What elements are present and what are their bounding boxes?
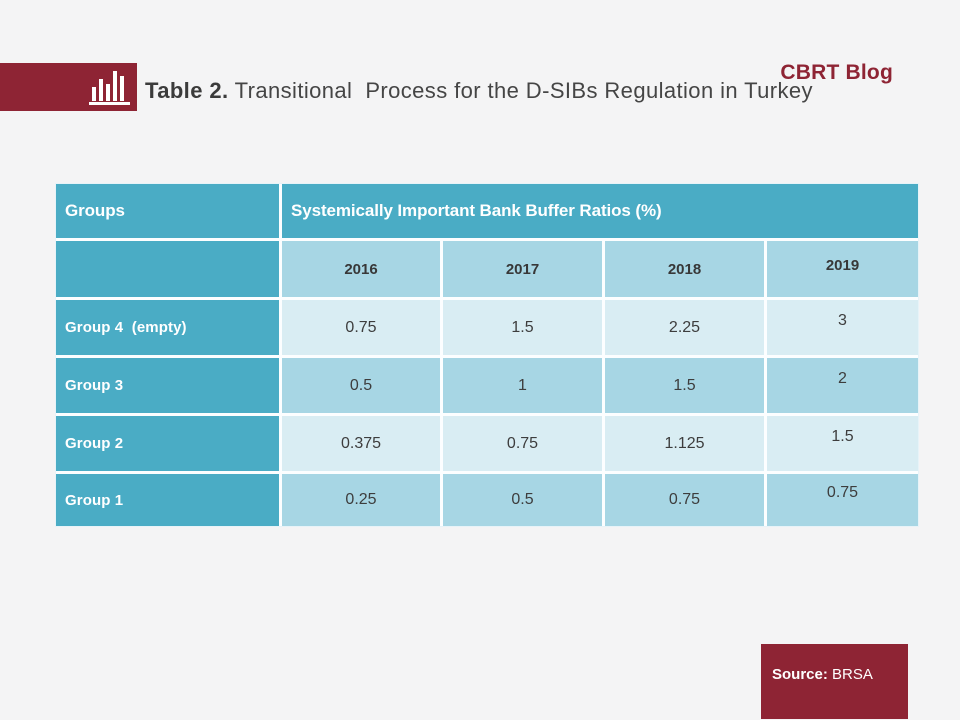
dsib-buffer-table: Groups Systemically Important Bank Buffe… [55, 183, 919, 527]
source-label: Source: [772, 666, 828, 683]
source-box: Source: BRSA [761, 644, 908, 719]
value-cell: 0.75 [282, 300, 440, 355]
year-header-2018: 2018 [605, 241, 764, 297]
year-header-2019: 2019 [767, 241, 918, 297]
empty-corner-cell [56, 241, 279, 297]
value-cell: 3 [767, 300, 918, 355]
value-cell: 1.5 [443, 300, 602, 355]
bar-chart-icon [89, 71, 130, 105]
row-label-group-2: Group 2 [56, 416, 279, 471]
value-cell: 0.375 [282, 416, 440, 471]
row-label-group-4: Group 4 (empty) [56, 300, 279, 355]
page-title: Table 2. Transitional Process for the D-… [145, 77, 813, 105]
value-cell: 2.25 [605, 300, 764, 355]
value-cell: 0.5 [443, 474, 602, 526]
value-cell: 0.25 [282, 474, 440, 526]
value-cell: 0.75 [605, 474, 764, 526]
table-header-groups: Groups [56, 184, 279, 238]
year-header-2016: 2016 [282, 241, 440, 297]
value-cell: 1 [443, 358, 602, 413]
row-label-group-1: Group 1 [56, 474, 279, 526]
source-value: BRSA [827, 666, 873, 683]
value-cell: 0.5 [282, 358, 440, 413]
blog-label: CBRT Blog [780, 61, 893, 84]
row-label-group-3: Group 3 [56, 358, 279, 413]
table-header-ratios: Systemically Important Bank Buffer Ratio… [282, 184, 918, 238]
table-number-label: Table 2. [145, 78, 229, 103]
value-cell: 1.5 [767, 416, 918, 471]
table-title-text: Transitional Process for the D-SIBs Regu… [228, 78, 813, 103]
value-cell: 1.125 [605, 416, 764, 471]
cbrt-logo [0, 63, 137, 111]
value-cell: 2 [767, 358, 918, 413]
value-cell: 1.5 [605, 358, 764, 413]
value-cell: 0.75 [767, 474, 918, 526]
value-cell: 0.75 [443, 416, 602, 471]
year-header-2017: 2017 [443, 241, 602, 297]
